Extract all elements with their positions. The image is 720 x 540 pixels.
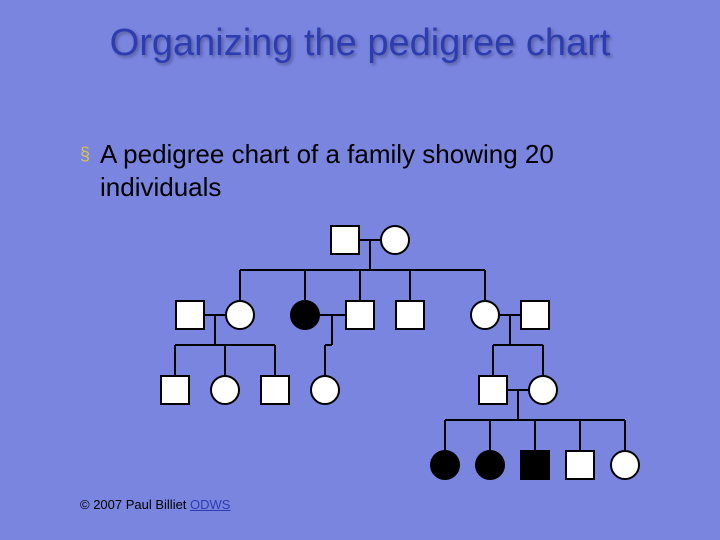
- copyright-footer: © 2007 Paul Billiet ODWS: [80, 497, 230, 512]
- slide: Organizing the pedigree chart § A pedigr…: [0, 0, 720, 540]
- pedigree-node-g1m: [330, 225, 360, 255]
- pedigree-node-g3f3: [528, 375, 558, 405]
- footer-link[interactable]: ODWS: [190, 497, 230, 512]
- pedigree-node-g2m4: [520, 300, 550, 330]
- pedigree-node-g4f2: [475, 450, 505, 480]
- pedigree-node-g3m2: [260, 375, 290, 405]
- pedigree-node-g2f2: [290, 300, 320, 330]
- pedigree-node-g3m1: [160, 375, 190, 405]
- pedigree-node-g4f3: [610, 450, 640, 480]
- pedigree-node-g2m2: [345, 300, 375, 330]
- pedigree-node-g3f2: [310, 375, 340, 405]
- pedigree-nodes: [0, 0, 720, 540]
- pedigree-node-g2m3: [395, 300, 425, 330]
- pedigree-node-g2f3: [470, 300, 500, 330]
- pedigree-node-g4m1: [520, 450, 550, 480]
- pedigree-node-g2m1: [175, 300, 205, 330]
- pedigree-node-g4m2: [565, 450, 595, 480]
- pedigree-node-g1f: [380, 225, 410, 255]
- pedigree-node-g3m3: [478, 375, 508, 405]
- footer-prefix: © 2007 Paul Billiet: [80, 497, 190, 512]
- pedigree-node-g3f1: [210, 375, 240, 405]
- pedigree-node-g2f1: [225, 300, 255, 330]
- pedigree-node-g4f1: [430, 450, 460, 480]
